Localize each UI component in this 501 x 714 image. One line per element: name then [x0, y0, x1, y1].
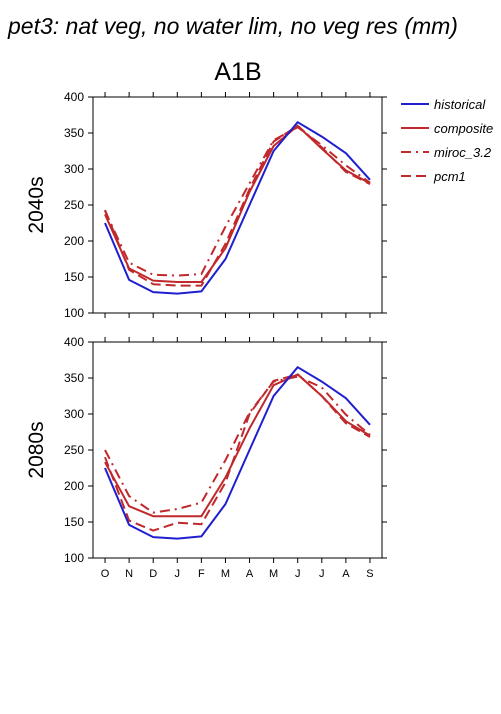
- y-tick-label: 400: [64, 335, 84, 349]
- x-tick-label: A: [246, 568, 254, 580]
- legend-label: miroc_3.2: [434, 145, 492, 160]
- y-tick-label: 250: [64, 198, 84, 212]
- series-line-pcm1: [104, 373, 371, 532]
- legend-label: composite: [434, 121, 493, 136]
- y-tick-label: 350: [64, 126, 84, 140]
- plot-frame: [92, 96, 383, 314]
- x-tick-label: J: [319, 568, 325, 580]
- y-tick-label: 350: [64, 371, 84, 385]
- y-tick-label: 200: [64, 479, 84, 493]
- panel-2080s: 100 150 200 250 300 350 400 O N D J F M A M J J A S 2080s: [25, 335, 387, 580]
- chart-panels: 100 150 200 250 300 350 400 2040s 100 150 200 250 30…: [25, 90, 387, 580]
- y-tick-label: 250: [64, 443, 84, 457]
- x-tick-label: F: [198, 568, 205, 580]
- figure-title: pet3: nat veg, no water lim, no veg res …: [7, 13, 458, 39]
- y-tick-label: 100: [64, 551, 84, 565]
- series-line-historical: [104, 366, 371, 540]
- panel-label: 2040s: [25, 176, 48, 233]
- x-tick-label: O: [101, 568, 110, 580]
- panel-2040s: 100 150 200 250 300 350 400 2040s: [25, 90, 387, 320]
- legend-label: historical: [434, 97, 486, 112]
- x-tick-label: J: [175, 568, 181, 580]
- y-tick-label: 300: [64, 407, 84, 421]
- x-tick-label: A: [342, 568, 350, 580]
- y-tick-label: 200: [64, 234, 84, 248]
- series-line-miroc-3-2: [104, 375, 371, 514]
- scenario-title: A1B: [214, 58, 261, 86]
- series-line-historical: [104, 121, 371, 295]
- y-tick-label: 100: [64, 306, 84, 320]
- legend-label: pcm1: [433, 169, 466, 184]
- x-tick-label: M: [221, 568, 230, 580]
- y-tick-label: 400: [64, 90, 84, 104]
- x-tick-label: S: [366, 568, 373, 580]
- series-line-miroc-3-2: [104, 126, 371, 277]
- x-tick-label: J: [295, 568, 301, 580]
- x-tick-label: M: [269, 568, 278, 580]
- x-tick-label: N: [125, 568, 133, 580]
- chart-legend: historical composite miroc_3.2 pcm1: [401, 97, 493, 184]
- y-tick-label: 300: [64, 162, 84, 176]
- y-tick-label: 150: [64, 515, 84, 529]
- series-line-pcm1: [104, 124, 371, 287]
- panel-label: 2080s: [25, 421, 48, 478]
- series-line-composite: [104, 124, 371, 283]
- y-tick-label: 150: [64, 270, 84, 284]
- x-tick-label: D: [149, 568, 157, 580]
